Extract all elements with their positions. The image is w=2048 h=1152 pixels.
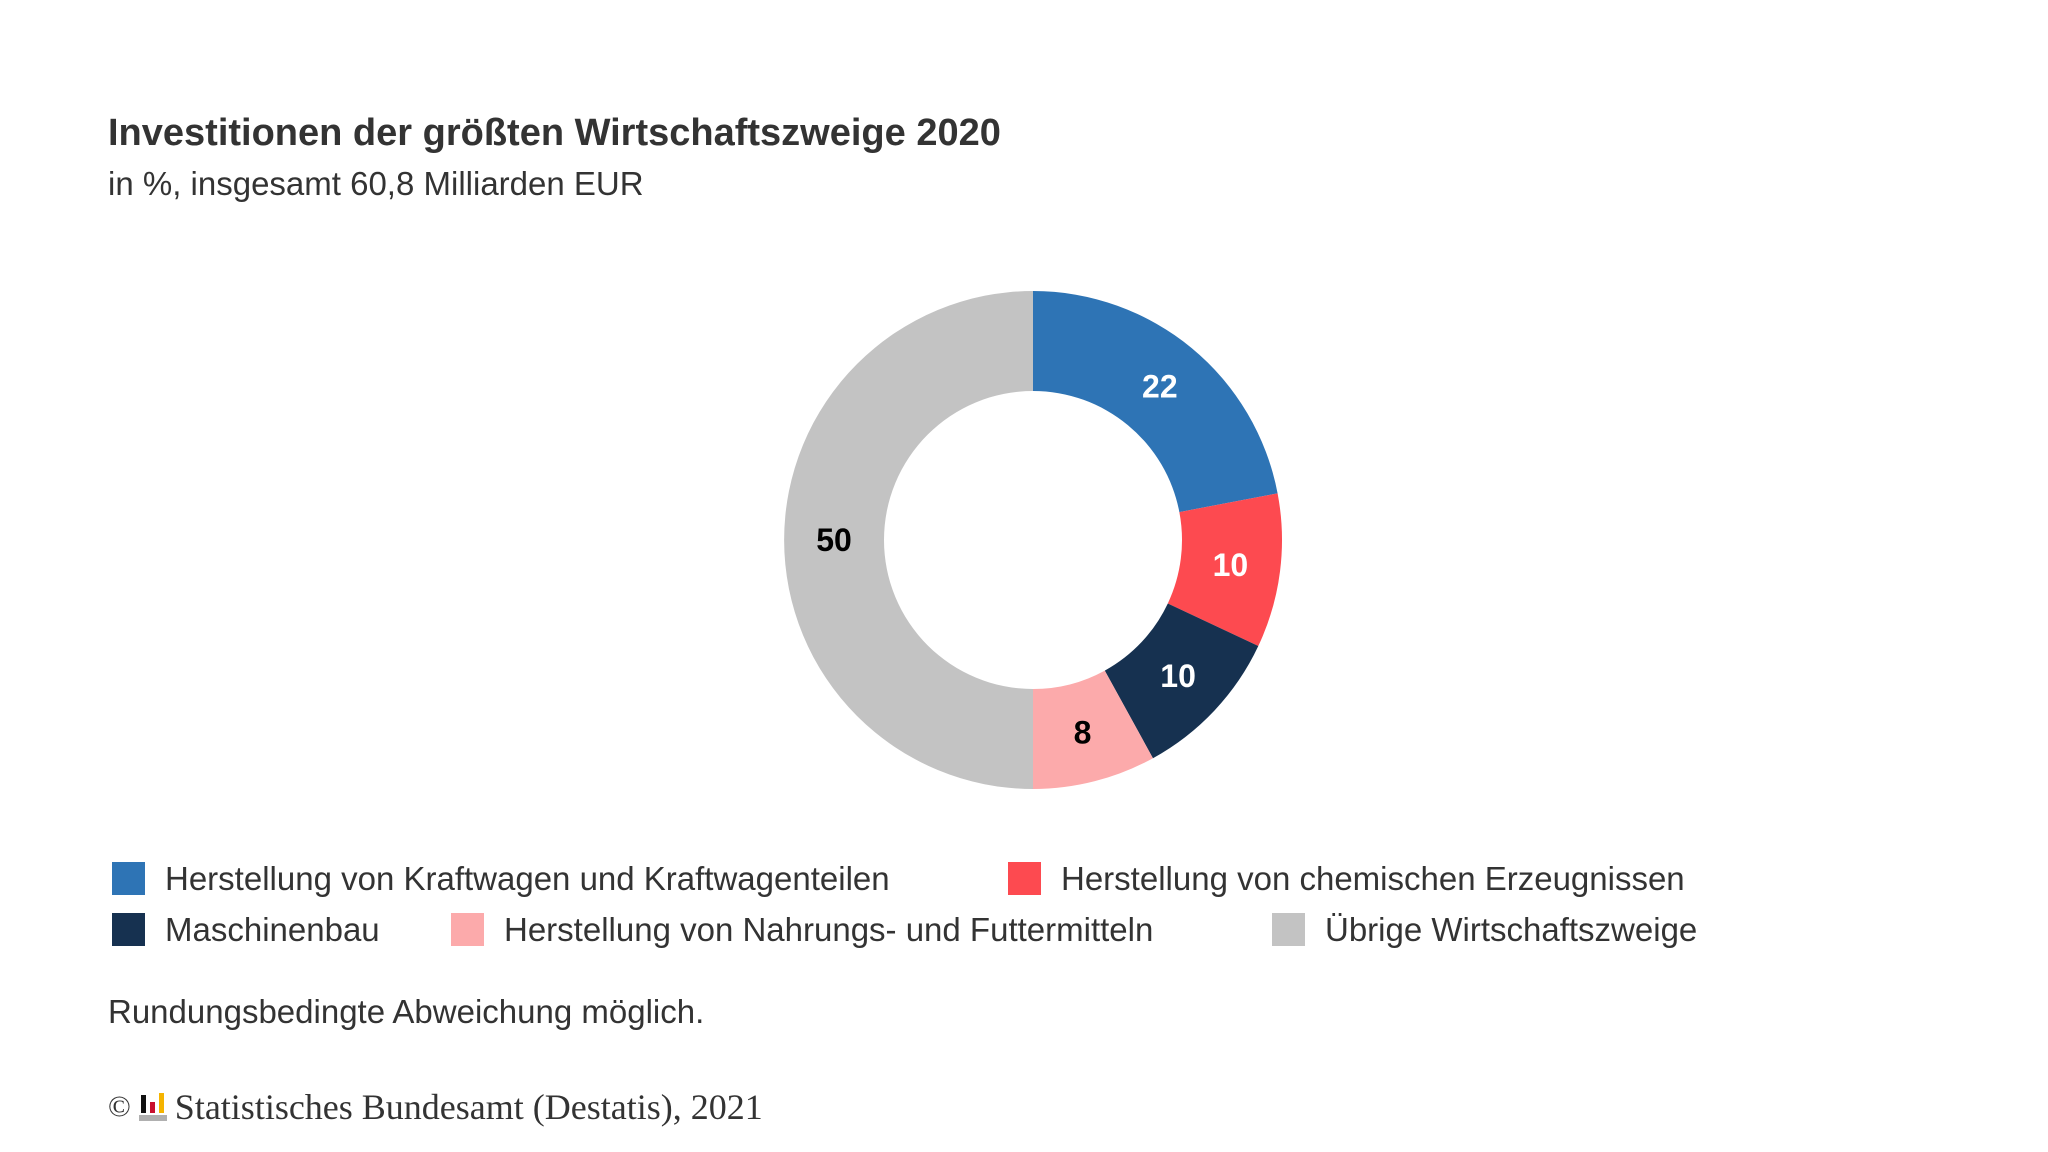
slice-label-3: 8 [1074,715,1092,751]
legend-swatch-0 [112,862,145,895]
source-footer: © Statistisches Bundesamt (Destatis), 20… [108,1086,763,1128]
legend-label-0: Herstellung von Kraftwagen und Kraftwage… [165,860,890,897]
legend-swatch-4 [1272,913,1305,946]
slice-label-2: 10 [1160,658,1196,694]
legend-swatch-1 [1008,862,1041,895]
slice-label-1: 10 [1213,547,1249,583]
destatis-logo-icon [138,1093,167,1121]
legend-label-3: Herstellung von Nahrungs- und Futtermitt… [504,911,1154,948]
legend-label-2: Maschinenbau [165,911,380,948]
legend-label-1: Herstellung von chemischen Erzeugnissen [1061,860,1685,897]
donut-slice-1 [1167,493,1282,647]
legend-swatch-2 [112,913,145,946]
source-text: Statistisches Bundesamt (Destatis), 2021 [174,1087,763,1127]
donut-slice-3 [1033,670,1153,789]
donut-slice-2 [1104,603,1259,759]
copyright-symbol: © [108,1090,131,1123]
slice-label-4: 50 [816,522,852,558]
chart-subtitle: in %, insgesamt 60,8 Milliarden EUR [108,165,644,202]
slice-label-0: 22 [1142,369,1178,405]
donut-slice-0 [1033,291,1278,513]
legend-label-4: Übrige Wirtschaftszweige [1325,911,1698,948]
legend-swatch-3 [451,913,484,946]
chart-title: Investitionen der größten Wirtschaftszwe… [108,112,1001,154]
footnote: Rundungsbedingte Abweichung möglich. [108,993,705,1030]
donut-slice-4 [784,291,1033,789]
